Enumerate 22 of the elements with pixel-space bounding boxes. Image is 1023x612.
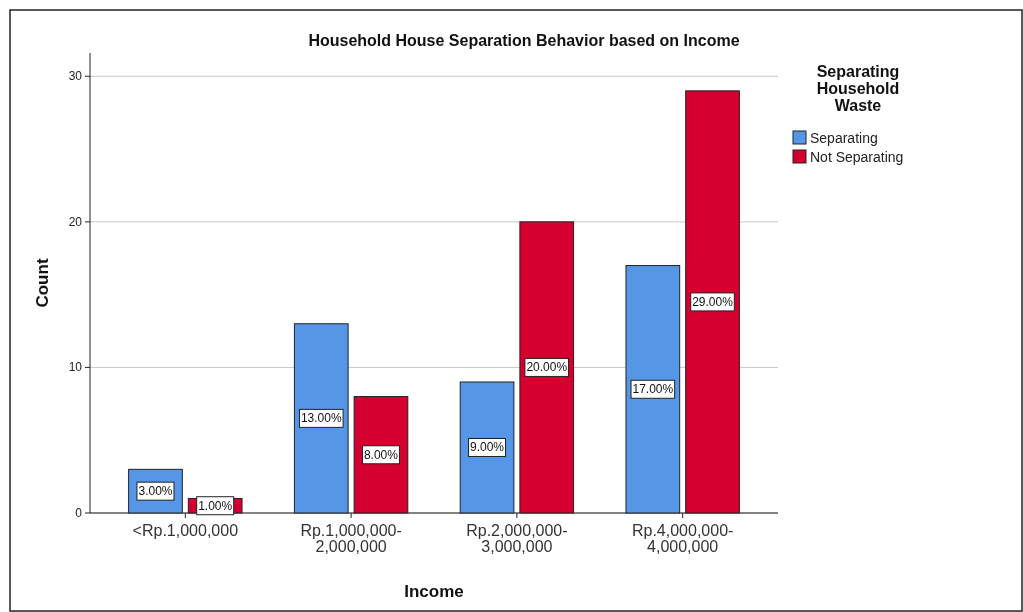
legend-label: Separating <box>810 130 878 146</box>
data-label: 1.00% <box>198 498 233 513</box>
legend-label: Not Separating <box>810 149 904 165</box>
x-tick-label: Rp.1,000,000-2,000,000 <box>300 522 402 555</box>
data-label: 13.00% <box>300 411 342 426</box>
data-label: 20.00% <box>526 360 568 375</box>
data-label: 29.00% <box>692 294 734 309</box>
x-axis-title: Income <box>404 582 464 601</box>
chart-title: Household House Separation Behavior based on Income <box>308 32 740 49</box>
data-label: 17.00% <box>632 382 674 397</box>
y-tick-label: 10 <box>68 360 83 375</box>
x-tick-label: Rp.4,000,000-4,000,000 <box>631 522 734 555</box>
data-label: 3.00% <box>138 484 173 499</box>
y-tick-label: 20 <box>68 214 83 229</box>
data-label: 9.00% <box>470 440 505 455</box>
y-tick-label: 30 <box>68 69 83 84</box>
x-tick-label: <Rp.1,000,000 <box>132 522 239 539</box>
data-label: 8.00% <box>363 447 399 462</box>
x-tick-label: Rp.2,000,000-3,000,000 <box>466 522 568 555</box>
y-tick-label: 0 <box>75 506 83 520</box>
y-axis-title: Count <box>33 258 52 308</box>
legend-title: Separating Household Waste <box>816 63 900 114</box>
